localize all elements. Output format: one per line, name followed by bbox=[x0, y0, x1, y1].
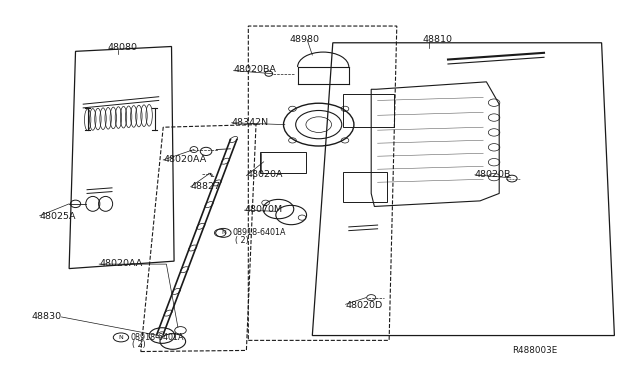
Text: 48980: 48980 bbox=[290, 35, 320, 44]
Text: 48025A: 48025A bbox=[40, 212, 76, 221]
Text: 48020D: 48020D bbox=[346, 301, 383, 310]
Text: 48020AA: 48020AA bbox=[163, 155, 207, 164]
Text: 08918-6401A: 08918-6401A bbox=[131, 333, 184, 342]
Text: 48020BA: 48020BA bbox=[234, 65, 276, 74]
Text: 48342N: 48342N bbox=[232, 118, 269, 126]
Text: 48080: 48080 bbox=[108, 43, 138, 52]
Text: 48830: 48830 bbox=[32, 312, 62, 321]
Text: 48070M: 48070M bbox=[244, 205, 283, 214]
Text: 48020AA: 48020AA bbox=[99, 259, 143, 267]
Text: 08918-6401A: 08918-6401A bbox=[233, 228, 287, 237]
Text: ( 2): ( 2) bbox=[235, 236, 248, 245]
Text: ( 2): ( 2) bbox=[132, 340, 146, 349]
Text: N: N bbox=[221, 230, 226, 235]
Text: 48810: 48810 bbox=[422, 35, 452, 44]
Text: 48827: 48827 bbox=[191, 182, 221, 190]
Text: N: N bbox=[118, 335, 124, 340]
Text: 48020A: 48020A bbox=[246, 170, 283, 179]
Text: 48020B: 48020B bbox=[475, 170, 511, 179]
Text: R488003E: R488003E bbox=[512, 346, 557, 355]
